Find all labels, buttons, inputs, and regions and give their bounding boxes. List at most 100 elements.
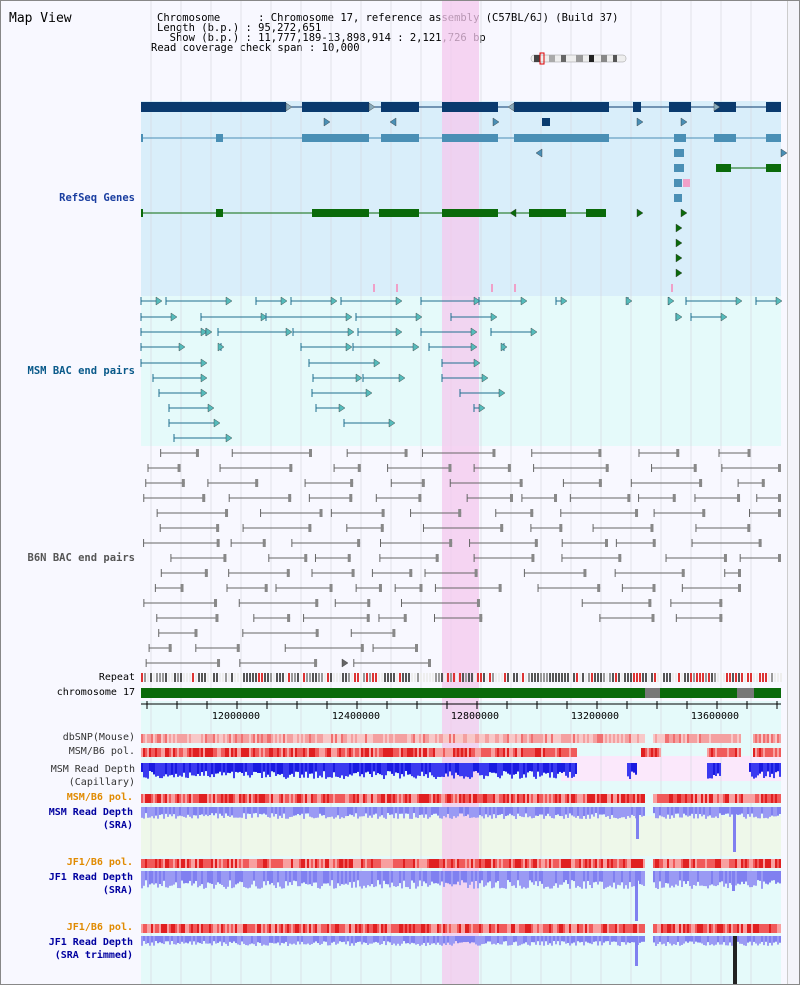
read-depth-bar <box>665 871 667 884</box>
polymorphism-mark <box>313 794 315 803</box>
read-depth-bar <box>141 871 143 889</box>
read-depth-bar <box>667 871 669 884</box>
polymorphism-mark <box>257 924 259 933</box>
read-depth-bar <box>271 763 273 772</box>
polymorphism-mark <box>417 924 419 933</box>
polymorphism-mark <box>699 924 701 933</box>
read-depth-bar <box>745 936 747 946</box>
read-depth-bar <box>487 763 489 777</box>
read-depth-bar <box>257 807 259 818</box>
read-depth-bar <box>153 871 155 885</box>
polymorphism-mark <box>533 734 535 743</box>
read-depth-bar <box>281 763 283 774</box>
bac-end-arrow <box>398 373 406 383</box>
polymorphism-mark <box>525 734 527 743</box>
gene-arrow <box>509 208 517 218</box>
chromosome-ideogram[interactable] <box>530 52 627 65</box>
polymorphism-mark <box>543 859 545 868</box>
read-depth-bar <box>201 763 203 773</box>
read-depth-bar <box>371 936 373 944</box>
gene-arrow <box>492 117 500 127</box>
polymorphism-mark <box>447 794 449 803</box>
polymorphism-mark <box>307 748 309 757</box>
polymorphism-mark <box>475 859 477 868</box>
polymorphism-mark <box>465 924 467 933</box>
read-depth-bar <box>375 936 377 942</box>
polymorphism-mark <box>399 748 401 757</box>
read-depth-bar <box>181 763 183 777</box>
polymorphism-mark <box>163 859 165 868</box>
polymorphism-mark <box>381 859 383 868</box>
polymorphism-mark <box>365 734 367 743</box>
read-depth-bar <box>339 763 341 778</box>
polymorphism-mark <box>321 734 323 743</box>
read-depth-bar <box>731 936 733 946</box>
read-depth-bar <box>319 871 321 889</box>
polymorphism-mark <box>775 794 777 803</box>
read-depth-bar <box>749 807 751 817</box>
repeat-mark <box>423 673 425 682</box>
read-depth-bar <box>523 763 525 775</box>
polymorphism-mark <box>607 794 609 803</box>
read-depth-bar <box>549 763 551 778</box>
polymorphism-mark <box>715 734 717 743</box>
repeat-mark <box>153 673 155 682</box>
polymorphism-mark <box>731 794 733 803</box>
read-depth-bar <box>629 936 631 944</box>
refseq-genes-label[interactable]: RefSeq Genes <box>59 192 135 204</box>
read-depth-bar <box>711 763 713 779</box>
read-depth-bar <box>577 936 579 942</box>
polymorphism-mark <box>461 924 463 933</box>
read-depth-bar <box>493 807 495 815</box>
repeat-mark <box>426 673 428 682</box>
polymorphism-mark <box>203 924 205 933</box>
msm-bac-label[interactable]: MSM BAC end pairs <box>27 365 135 377</box>
polymorphism-mark <box>191 748 193 757</box>
polymorphism-mark <box>147 794 149 803</box>
repeat-mark <box>318 673 320 682</box>
read-depth-bar <box>591 871 593 889</box>
polymorphism-mark <box>553 794 555 803</box>
polymorphism-mark <box>507 924 509 933</box>
polymorphism-mark <box>289 859 291 868</box>
vertical-scrollbar[interactable] <box>787 1 799 984</box>
polymorphism-mark <box>535 859 537 868</box>
read-depth-bar <box>209 807 211 816</box>
polymorphism-mark <box>433 924 435 933</box>
bac-end <box>194 629 198 637</box>
bac-end-arrow <box>170 312 178 322</box>
read-depth-bar <box>555 763 557 779</box>
polymorphism-mark <box>717 859 719 868</box>
repeat-mark <box>285 673 287 682</box>
bac-end <box>366 614 370 622</box>
polymorphism-mark <box>279 734 281 743</box>
read-depth-bar <box>417 871 419 887</box>
read-depth-bar <box>361 807 363 817</box>
polymorphism-mark <box>429 734 431 743</box>
bac-end <box>349 494 353 502</box>
gene-exon <box>381 102 419 112</box>
polymorphism-mark <box>471 794 473 803</box>
polymorphism-mark <box>141 734 143 743</box>
read-depth-bar <box>153 763 155 775</box>
read-depth-bar <box>425 807 427 815</box>
selection-highlight[interactable] <box>442 1 479 984</box>
read-depth-bar <box>433 807 435 814</box>
polymorphism-mark <box>479 859 481 868</box>
polymorphism-mark <box>409 734 411 743</box>
read-depth-bar <box>323 871 325 884</box>
read-depth-bar <box>265 936 267 946</box>
polymorphism-mark <box>641 734 643 743</box>
b6n-bac-label[interactable]: B6N BAC end pairs <box>27 552 135 564</box>
gene-exon <box>633 102 641 112</box>
polymorphism-mark <box>587 794 589 803</box>
polymorphism-mark <box>325 859 327 868</box>
polymorphism-mark <box>205 859 207 868</box>
polymorphism-mark <box>711 924 713 933</box>
read-depth-bar <box>319 763 321 776</box>
polymorphism-mark <box>229 794 231 803</box>
repeat-mark <box>297 673 299 682</box>
read-depth-bar <box>253 807 255 814</box>
read-depth-bar <box>439 763 441 778</box>
